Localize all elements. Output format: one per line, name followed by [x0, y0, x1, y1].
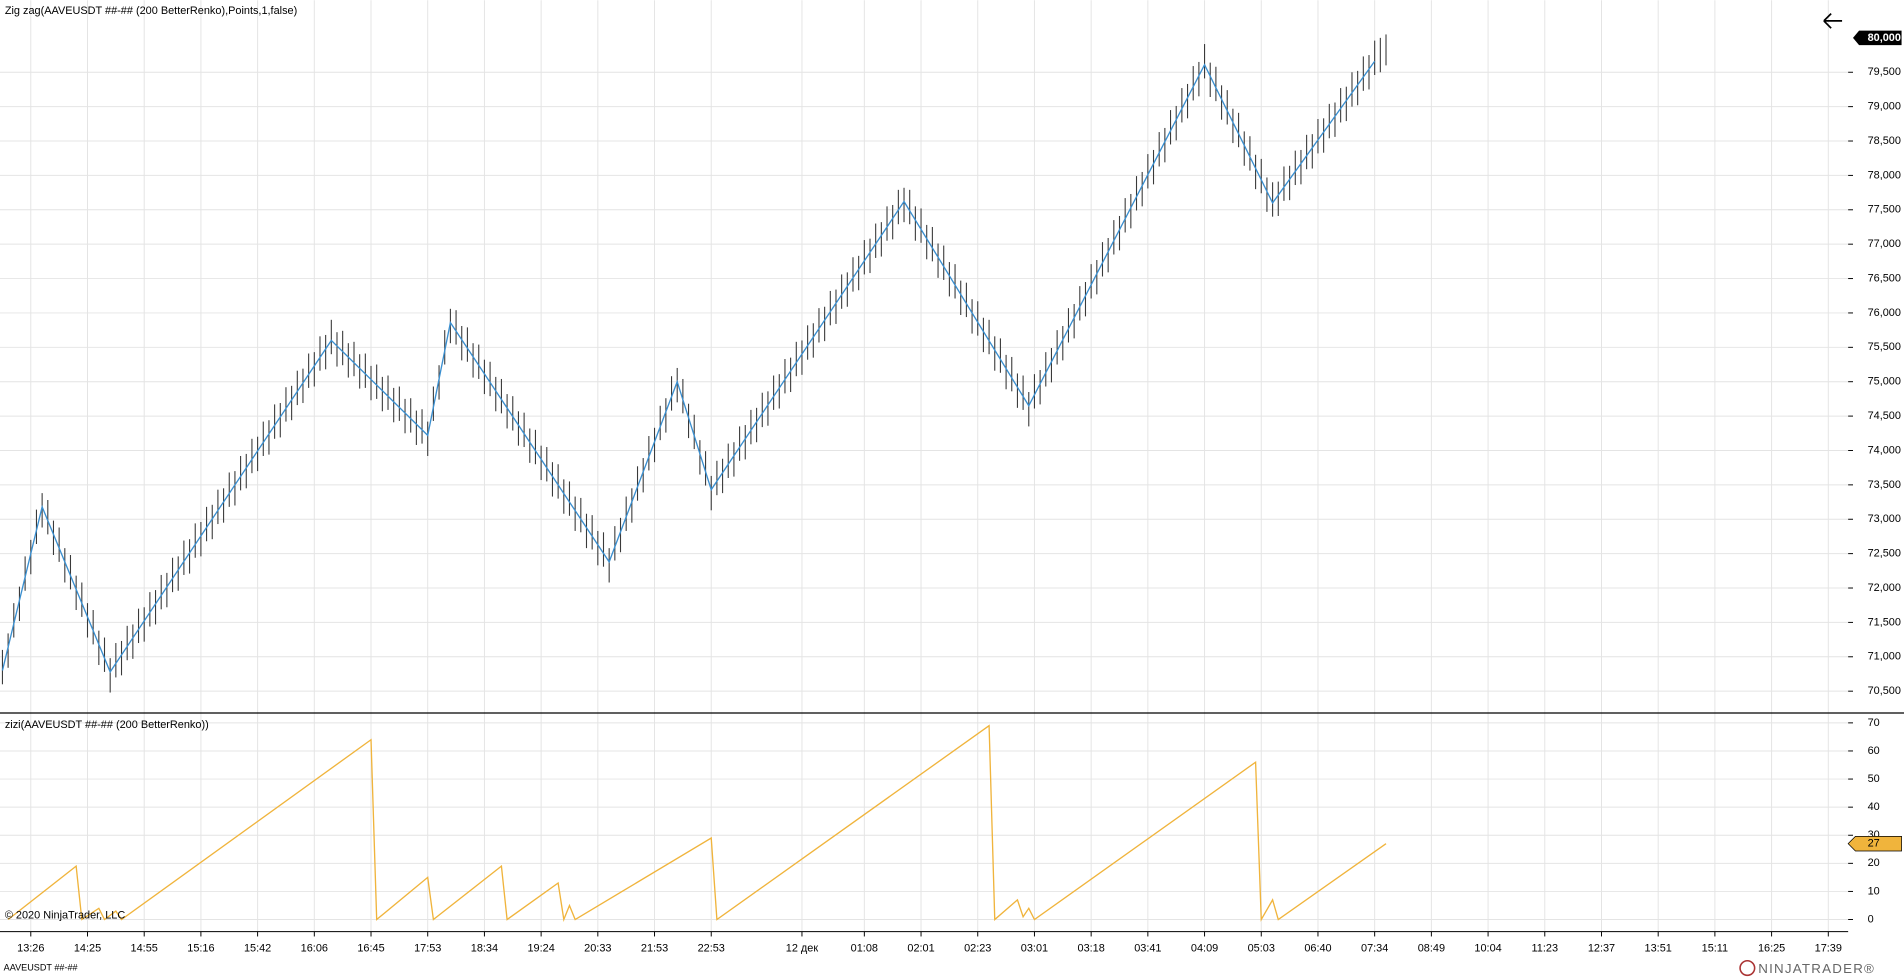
- last-value-label: 27: [1868, 838, 1880, 850]
- y-tick-label: 60: [1868, 745, 1880, 757]
- x-tick-label: 16:45: [357, 942, 384, 954]
- back-arrow[interactable]: [1823, 13, 1843, 29]
- y-tick-label: 0: [1868, 913, 1874, 925]
- y-tick-label: 77,000: [1868, 238, 1901, 250]
- y-tick-label: 76,000: [1868, 307, 1901, 319]
- x-tick-label: 10:04: [1474, 942, 1501, 954]
- y-tick-label: 75,500: [1868, 341, 1901, 353]
- y-tick-label: 79,500: [1868, 66, 1901, 78]
- last-price-marker: [1853, 30, 1902, 46]
- y-tick-label: 75,000: [1868, 376, 1901, 388]
- last-price-label: 80,000: [1868, 32, 1901, 44]
- y-tick-label: 78,000: [1868, 169, 1901, 181]
- x-tick-label: 12:37: [1588, 942, 1615, 954]
- grid-layer: [0, 0, 1849, 932]
- x-tick-label: 15:42: [244, 942, 271, 954]
- indicator-panel-title: zizi(AAVEUSDT ##-## (200 BetterRenko)): [5, 719, 209, 731]
- indicator-line: [7, 724, 1387, 923]
- y-tick-label: 50: [1868, 773, 1880, 785]
- x-tick-label: 12 дек: [786, 942, 819, 954]
- x-tick-label: 02:01: [907, 942, 934, 954]
- x-tick-label: 13:51: [1645, 942, 1672, 954]
- logo-icon: [1739, 959, 1756, 977]
- x-tick-label: 07:34: [1361, 942, 1388, 954]
- y-tick-label: 74,500: [1868, 410, 1901, 422]
- y-tick-label: 77,500: [1868, 204, 1901, 216]
- x-tick-label: 17:39: [1815, 942, 1842, 954]
- x-tick-label: 03:01: [1021, 942, 1048, 954]
- x-tick-label: 11:23: [1532, 942, 1558, 954]
- x-tick-label: 01:08: [851, 942, 878, 954]
- x-tick-label: 08:49: [1418, 942, 1445, 954]
- copyright: © 2020 NinjaTrader, LLC: [5, 910, 126, 922]
- y-tick-label: 72,500: [1868, 548, 1901, 560]
- y-tick-label: 76,500: [1868, 272, 1901, 284]
- y-tick-label: 70,500: [1868, 685, 1901, 697]
- x-tick-label: 15:16: [187, 942, 214, 954]
- x-tick-label: 16:06: [301, 942, 328, 954]
- x-tick-label: 05:03: [1248, 942, 1275, 954]
- y-tick-label: 70: [1868, 717, 1880, 729]
- x-tick-label: 04:09: [1191, 942, 1218, 954]
- y-tick-label: 78,500: [1868, 135, 1901, 147]
- y-tick-label: 74,000: [1868, 444, 1901, 456]
- y-tick-label: 73,000: [1868, 513, 1901, 525]
- x-tick-label: 22:53: [698, 942, 725, 954]
- x-tick-label: 06:40: [1304, 942, 1331, 954]
- y-tick-label: 72,000: [1868, 582, 1901, 594]
- x-tick-label: 18:34: [471, 942, 498, 954]
- x-tick-label: 19:24: [527, 942, 554, 954]
- x-tick-label: 16:25: [1758, 942, 1785, 954]
- last-value-marker: [1847, 836, 1902, 852]
- x-tick-label: 03:18: [1078, 942, 1105, 954]
- y-tick-label: 10: [1868, 885, 1880, 897]
- instrument-label: AAVEUSDT ##-##: [4, 962, 79, 972]
- brand-name: NINJATRADER®: [1758, 961, 1875, 976]
- y-tick-label: 71,500: [1868, 616, 1901, 628]
- x-tick-label: 21:53: [641, 942, 668, 954]
- x-tick-label: 15:11: [1702, 942, 1728, 954]
- brand-logo: NINJATRADER®: [1739, 959, 1875, 977]
- x-tick-label: 02:23: [964, 942, 991, 954]
- x-tick-label: 13:26: [17, 942, 44, 954]
- mark-layer: [1, 34, 1387, 923]
- y-tick-label: 71,000: [1868, 651, 1901, 663]
- x-tick-label: 14:55: [131, 942, 158, 954]
- zigzag-line: [1, 60, 1376, 674]
- x-tick-label: 17:53: [414, 942, 441, 954]
- y-tick-label: 20: [1868, 857, 1880, 869]
- y-tick-label: 79,000: [1868, 101, 1901, 113]
- y-tick-label: 40: [1868, 801, 1880, 813]
- price-panel-title: Zig zag(AAVEUSDT ##-## (200 BetterRenko)…: [5, 5, 297, 17]
- x-tick-label: 03:41: [1134, 942, 1161, 954]
- y-tick-label: 73,500: [1868, 479, 1901, 491]
- x-tick-label: 20:33: [584, 942, 611, 954]
- x-tick-label: 14:25: [74, 942, 101, 954]
